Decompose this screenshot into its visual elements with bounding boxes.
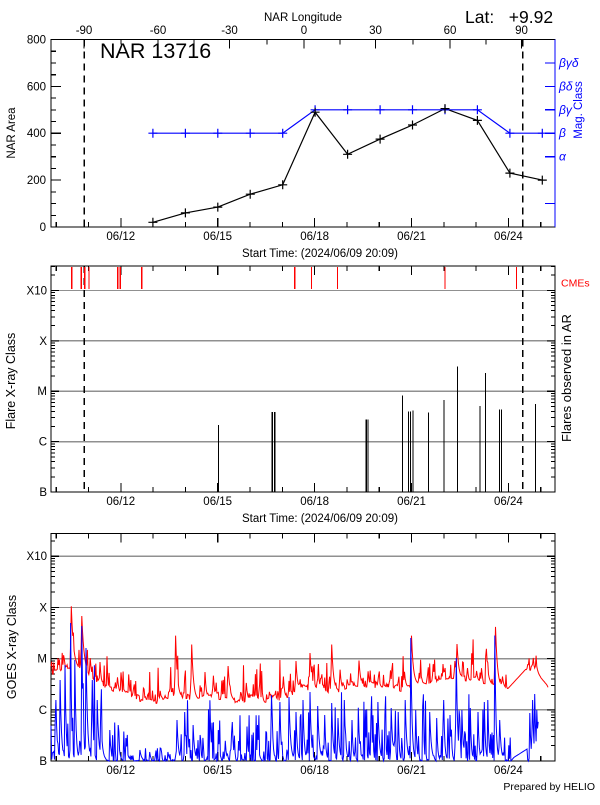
svg-text:Prepared by HELIO: Prepared by HELIO — [503, 781, 595, 793]
svg-text:06/12: 06/12 — [106, 496, 135, 508]
svg-text:Start Time: (2024/06/09 20:09): Start Time: (2024/06/09 20:09) — [242, 248, 398, 260]
svg-text:600: 600 — [27, 81, 46, 93]
svg-text:M: M — [37, 654, 47, 666]
svg-text:βγδ: βγδ — [558, 56, 579, 70]
svg-text:Flare X-ray Class: Flare X-ray Class — [4, 333, 18, 430]
svg-text:-90: -90 — [76, 25, 93, 37]
svg-text:06/18: 06/18 — [300, 231, 329, 243]
svg-text:Lat: +9.92: Lat: +9.92 — [465, 7, 553, 27]
svg-text:C: C — [39, 705, 47, 717]
svg-text:200: 200 — [27, 175, 46, 187]
svg-text:60: 60 — [444, 25, 457, 37]
svg-text:06/21: 06/21 — [397, 231, 426, 243]
svg-text:C: C — [39, 437, 47, 449]
svg-text:06/18: 06/18 — [300, 496, 329, 508]
svg-text:-30: -30 — [221, 25, 238, 37]
svg-text:Mag. Class: Mag. Class — [573, 81, 585, 139]
svg-text:βδ: βδ — [558, 79, 573, 93]
svg-text:X: X — [39, 336, 47, 348]
svg-text:06/15: 06/15 — [203, 231, 232, 243]
svg-text:βγ: βγ — [558, 103, 573, 117]
svg-text:Flares observed in AR: Flares observed in AR — [559, 314, 574, 442]
svg-text:NAR 13716: NAR 13716 — [100, 39, 211, 63]
svg-text:06/18: 06/18 — [300, 765, 329, 777]
svg-text:90: 90 — [515, 25, 528, 37]
svg-text:06/12: 06/12 — [106, 231, 135, 243]
svg-text:β: β — [558, 126, 566, 140]
svg-text:NAR Longitude: NAR Longitude — [264, 12, 342, 24]
svg-text:B: B — [39, 487, 47, 499]
svg-text:Start Time: (2024/06/09 20:09): Start Time: (2024/06/09 20:09) — [242, 513, 398, 525]
svg-text:30: 30 — [369, 25, 382, 37]
svg-text:X10: X10 — [27, 285, 47, 297]
svg-text:0: 0 — [301, 25, 307, 37]
svg-text:06/21: 06/21 — [397, 496, 426, 508]
svg-text:B: B — [39, 756, 47, 768]
svg-text:800: 800 — [27, 35, 46, 47]
svg-text:06/15: 06/15 — [203, 765, 232, 777]
svg-text:06/21: 06/21 — [397, 765, 426, 777]
svg-text:-60: -60 — [150, 25, 167, 37]
svg-text:06/12: 06/12 — [106, 765, 135, 777]
svg-text:M: M — [37, 386, 47, 398]
svg-text:CMEs: CMEs — [561, 278, 590, 290]
svg-text:X10: X10 — [27, 551, 47, 563]
svg-text:400: 400 — [27, 128, 46, 140]
svg-text:0: 0 — [40, 222, 46, 234]
svg-text:06/24: 06/24 — [494, 231, 523, 243]
svg-text:GOES X-ray Class: GOES X-ray Class — [5, 595, 19, 699]
svg-text:α: α — [559, 150, 567, 164]
svg-text:06/24: 06/24 — [494, 765, 523, 777]
svg-text:06/24: 06/24 — [494, 496, 523, 508]
svg-text:NAR Area: NAR Area — [6, 107, 18, 159]
svg-text:X: X — [39, 602, 47, 614]
svg-text:06/15: 06/15 — [203, 496, 232, 508]
